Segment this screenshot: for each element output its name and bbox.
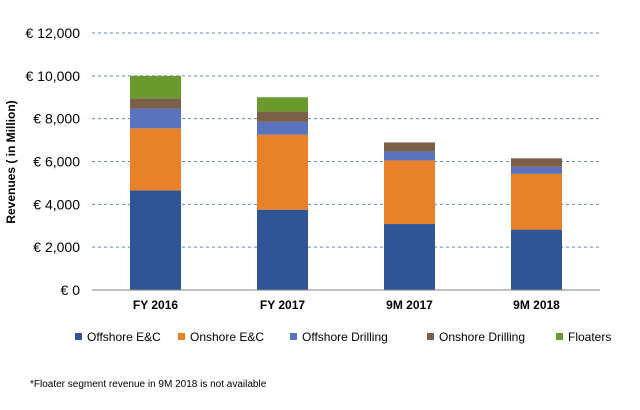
- bar-segment: [384, 151, 435, 161]
- bar-segment: [511, 166, 562, 174]
- x-tick-label: 9M 2018: [513, 298, 560, 312]
- bar-segment: [511, 158, 562, 167]
- footnote: *Floater segment revenue in 9M 2018 is n…: [30, 379, 267, 390]
- legend-swatch: [556, 333, 563, 340]
- legend-label: Onshore E&C: [190, 330, 264, 344]
- legend-label: Offshore E&C: [87, 330, 161, 344]
- bar-segment: [257, 111, 308, 122]
- y-tick-label: € 12,000: [26, 25, 81, 41]
- y-tick-label: € 10,000: [26, 68, 81, 84]
- bar-segment: [130, 128, 181, 191]
- bar-segment: [257, 134, 308, 210]
- bar-segment: [257, 97, 308, 112]
- x-tick-label: FY 2016: [133, 298, 178, 312]
- bar-segment: [130, 190, 181, 290]
- legend-label: Onshore Drilling: [439, 330, 525, 344]
- y-tick-label: € 6,000: [33, 154, 80, 170]
- bar-segment: [130, 75, 181, 99]
- bar-segment: [257, 121, 308, 135]
- x-tick-labels: FY 2016 FY 2017 9M 2017 9M 2018: [133, 298, 560, 312]
- y-tick-labels: € 0 € 2,000 € 4,000 € 6,000 € 8,000 € 10,000 €…: [26, 25, 81, 298]
- bar-segment: [384, 160, 435, 225]
- y-tick-label: € 4,000: [33, 196, 80, 212]
- legend-swatch: [75, 333, 82, 340]
- x-tick-label: 9M 2017: [386, 298, 433, 312]
- y-axis-title: Revenues ( in Million): [4, 100, 18, 223]
- bars: [130, 75, 562, 290]
- bar-segment: [257, 209, 308, 290]
- legend-label: Floaters: [568, 330, 611, 344]
- y-tick-label: € 0: [61, 282, 81, 298]
- bar-segment: [511, 229, 562, 290]
- bar-segment: [130, 98, 181, 109]
- y-tick-label: € 2,000: [33, 239, 80, 255]
- legend-swatch: [427, 333, 434, 340]
- bar-segment: [384, 224, 435, 290]
- legend-swatch: [290, 333, 297, 340]
- bar-segment: [511, 173, 562, 230]
- legend-swatch: [178, 333, 185, 340]
- x-tick-label: FY 2017: [260, 298, 305, 312]
- bar-segment: [384, 142, 435, 152]
- legend: Offshore E&C Onshore E&C Offshore Drilling…: [75, 330, 611, 344]
- y-tick-label: € 8,000: [33, 111, 80, 127]
- legend-label: Offshore Drilling: [302, 330, 388, 344]
- bar-segment: [130, 108, 181, 129]
